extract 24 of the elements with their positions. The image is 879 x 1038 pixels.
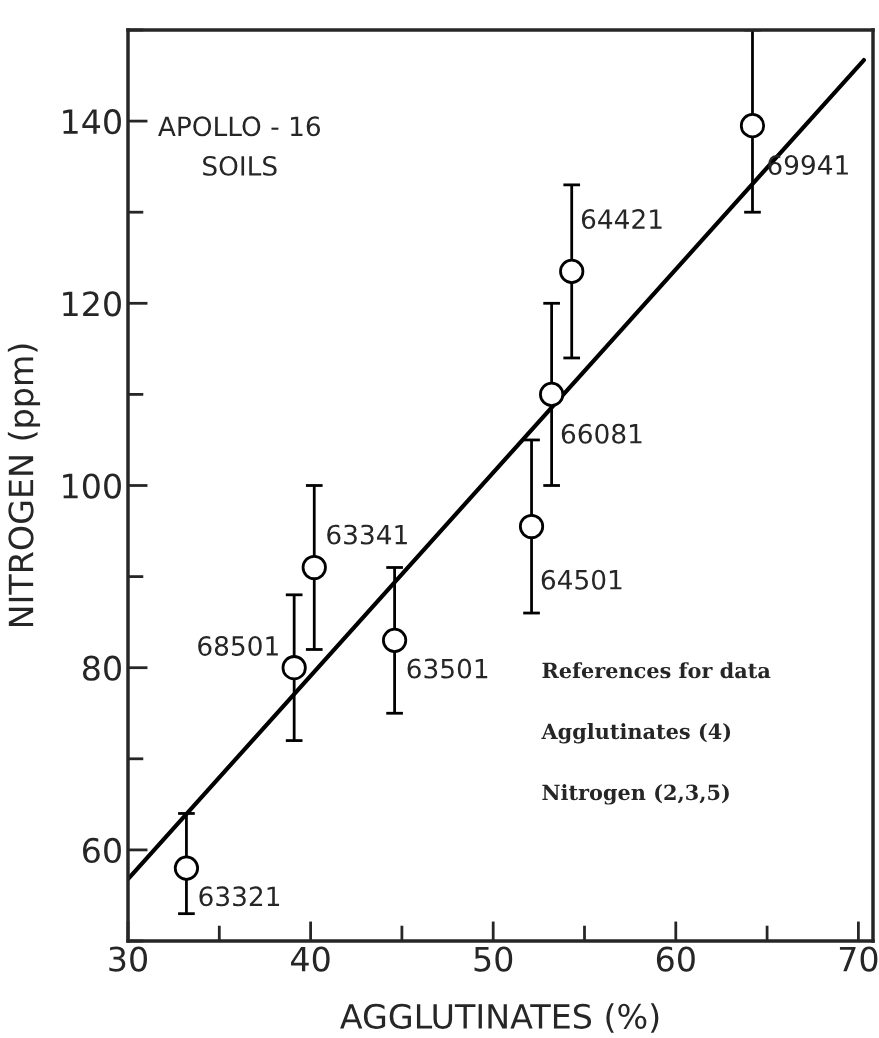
x-axis-title: AGGLUTINATES (%) bbox=[340, 1003, 659, 1033]
annotation: 64421 bbox=[581, 209, 662, 230]
x-tick-label: 40 bbox=[291, 946, 330, 972]
annotation: Nitrogen (2,3,5) bbox=[542, 784, 729, 805]
annotation: 69941 bbox=[768, 155, 848, 175]
y-tick-label: 60 bbox=[83, 837, 121, 864]
annotation: Agglutinates (4) bbox=[541, 723, 731, 744]
y-tick-label: 140 bbox=[63, 109, 121, 135]
y-tick-label: 80 bbox=[82, 655, 121, 681]
annotation: 68501 bbox=[198, 635, 278, 656]
y-tick-label: 100 bbox=[63, 473, 121, 499]
x-tick-label: 30 bbox=[109, 946, 147, 972]
annotation: 63501 bbox=[407, 658, 488, 679]
x-tick-label: 60 bbox=[656, 946, 695, 972]
x-tick-label: 50 bbox=[474, 946, 513, 972]
annotation: 64501 bbox=[541, 569, 622, 590]
annotation: 63341 bbox=[327, 524, 407, 545]
annotation: 63321 bbox=[199, 886, 280, 907]
x-tick-label: 70 bbox=[839, 946, 878, 972]
annotation: 66081 bbox=[561, 423, 642, 444]
annotation: APOLLO - 16 SOILS bbox=[158, 116, 320, 176]
y-tick-label: 120 bbox=[63, 291, 121, 317]
y-axis-title: NITROGEN (ppm) bbox=[7, 344, 41, 627]
annotation: References for data bbox=[542, 662, 771, 679]
